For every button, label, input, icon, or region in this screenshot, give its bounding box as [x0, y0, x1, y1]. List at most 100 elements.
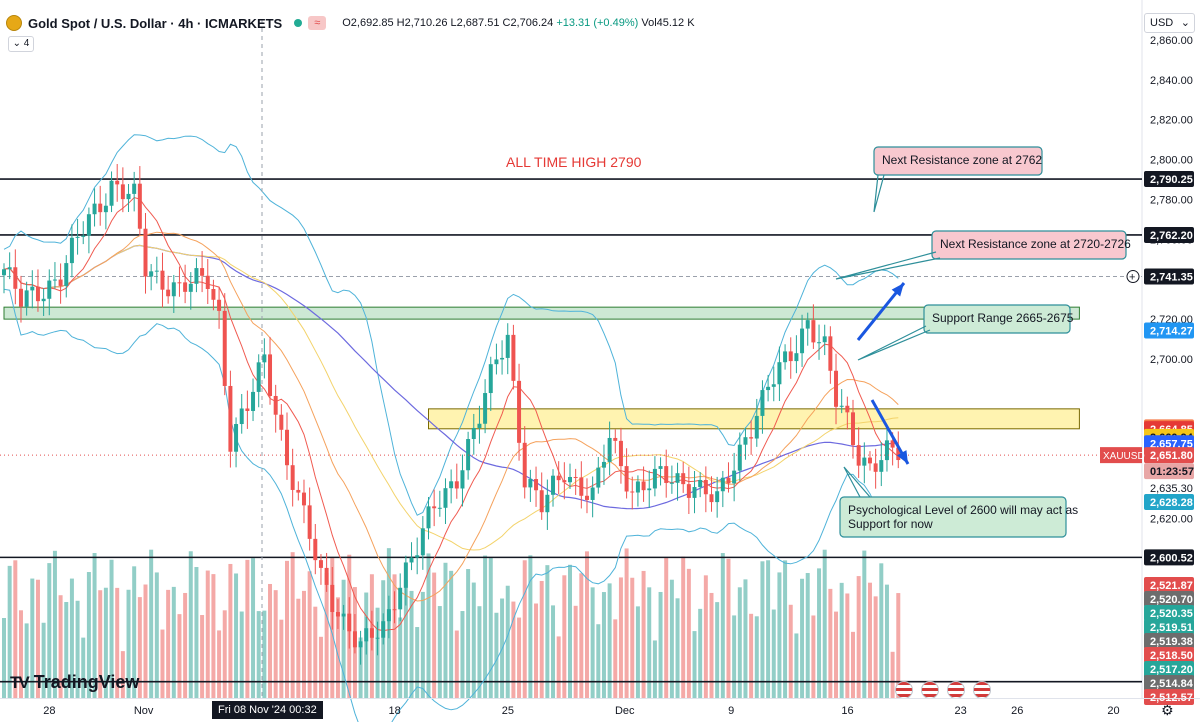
candle — [35, 269, 40, 312]
volume-bar — [822, 549, 827, 698]
candle — [692, 471, 697, 514]
candle-body — [737, 444, 742, 471]
candle-body — [715, 491, 720, 503]
symbol-header: Gold Spot / U.S. Dollar · 4h · ICMARKETS… — [6, 12, 695, 34]
candle — [873, 448, 878, 489]
candle-body — [896, 447, 901, 461]
volume-bar — [239, 611, 244, 698]
candle — [228, 370, 233, 468]
us-flag-icon[interactable] — [973, 681, 991, 699]
candle — [851, 399, 855, 459]
bearish-arrow — [870, 399, 910, 465]
candle-body — [449, 481, 454, 489]
candle-body — [709, 494, 714, 503]
candle — [522, 426, 527, 499]
volume-bar — [647, 587, 652, 698]
volume-tag-bg — [1144, 591, 1194, 607]
currency-select[interactable]: USD ⌄ — [1144, 13, 1195, 33]
candle — [262, 338, 267, 379]
economic-events — [895, 681, 991, 699]
gear-icon[interactable]: ⚙ — [1161, 702, 1174, 718]
time-axis[interactable] — [0, 698, 1200, 723]
candle-body — [618, 440, 623, 467]
volume-bar — [760, 561, 765, 698]
candle-body — [879, 460, 884, 472]
candle-body — [296, 489, 301, 493]
candle — [437, 490, 442, 517]
candle-body — [92, 203, 97, 215]
candle — [454, 463, 459, 499]
volume-bar — [601, 592, 606, 698]
candle-body — [211, 289, 216, 300]
volume-bar — [132, 566, 137, 698]
candle-body — [318, 560, 323, 568]
us-flag-icon[interactable] — [895, 681, 913, 699]
candle-body — [18, 288, 23, 307]
volume-bar — [7, 565, 12, 698]
candle-body — [607, 437, 612, 462]
candle-body — [386, 609, 391, 622]
volume-bar — [81, 637, 86, 698]
volume-tag: 2,514.84 — [1144, 675, 1194, 691]
candle-body — [551, 475, 556, 495]
candle — [386, 595, 391, 639]
volume-bar — [449, 570, 454, 698]
volume-bar — [556, 636, 561, 698]
volume-tag-text: 2,518.50 — [1150, 650, 1193, 662]
candle — [279, 404, 284, 441]
candle-body — [285, 429, 289, 466]
candle — [398, 573, 403, 622]
candle-body — [75, 236, 80, 238]
add-alert-button[interactable]: + — [1126, 270, 1140, 284]
volume-bar — [805, 573, 810, 698]
volume-bar — [754, 616, 759, 698]
indicators-collapse-button[interactable]: ⌄ 4 — [8, 36, 34, 52]
open-value: O2,692.85 — [342, 17, 394, 29]
volume-bar — [873, 596, 878, 698]
currency-label: USD — [1150, 17, 1174, 29]
candle — [556, 461, 561, 495]
candle — [358, 630, 363, 665]
us-flag-icon[interactable] — [921, 681, 939, 699]
volume-bar — [35, 579, 40, 698]
indicator-toggle-icon[interactable]: ≈ — [308, 16, 327, 30]
volume-bar — [613, 619, 618, 698]
volume-bar — [703, 575, 708, 698]
candle-body — [630, 491, 635, 493]
price-tag-bg — [1144, 494, 1194, 511]
bearish-arrow-head — [896, 450, 908, 464]
candle — [143, 212, 148, 294]
candle — [352, 614, 357, 654]
volume-bar — [47, 563, 52, 698]
volume-bar — [171, 586, 176, 698]
volume-bar — [205, 570, 210, 698]
us-flag-icon[interactable] — [947, 681, 965, 699]
candle-body — [13, 267, 18, 289]
candle-body — [409, 557, 414, 563]
level-tag: 2,600.52 — [1144, 549, 1194, 566]
candle — [239, 394, 244, 434]
volume-tag-text: 2,519.51 — [1150, 622, 1193, 634]
candle — [573, 468, 578, 495]
candle — [703, 466, 708, 513]
volume-bar — [845, 593, 850, 698]
volume-bar — [251, 558, 256, 698]
candle — [811, 304, 816, 349]
volume-bar — [324, 572, 329, 698]
volume-tag-text: 2,514.84 — [1150, 678, 1194, 690]
volume-bar — [222, 610, 227, 698]
symbol-title[interactable]: Gold Spot / U.S. Dollar · 4h · ICMARKETS — [28, 15, 283, 31]
level-tag-text: 2,790.25 — [1150, 174, 1193, 186]
volume-bar — [52, 550, 57, 698]
volume-tag: 2,518.50 — [1144, 647, 1194, 663]
candle — [460, 454, 465, 507]
candle — [313, 524, 318, 575]
level-tag: 2,790.25 — [1144, 171, 1194, 188]
symbol-tag-bg — [1100, 447, 1142, 464]
volume-bar — [658, 591, 663, 698]
candle — [251, 378, 256, 422]
candle — [415, 537, 420, 575]
candle-body — [398, 587, 403, 610]
volume-bar — [884, 584, 889, 698]
